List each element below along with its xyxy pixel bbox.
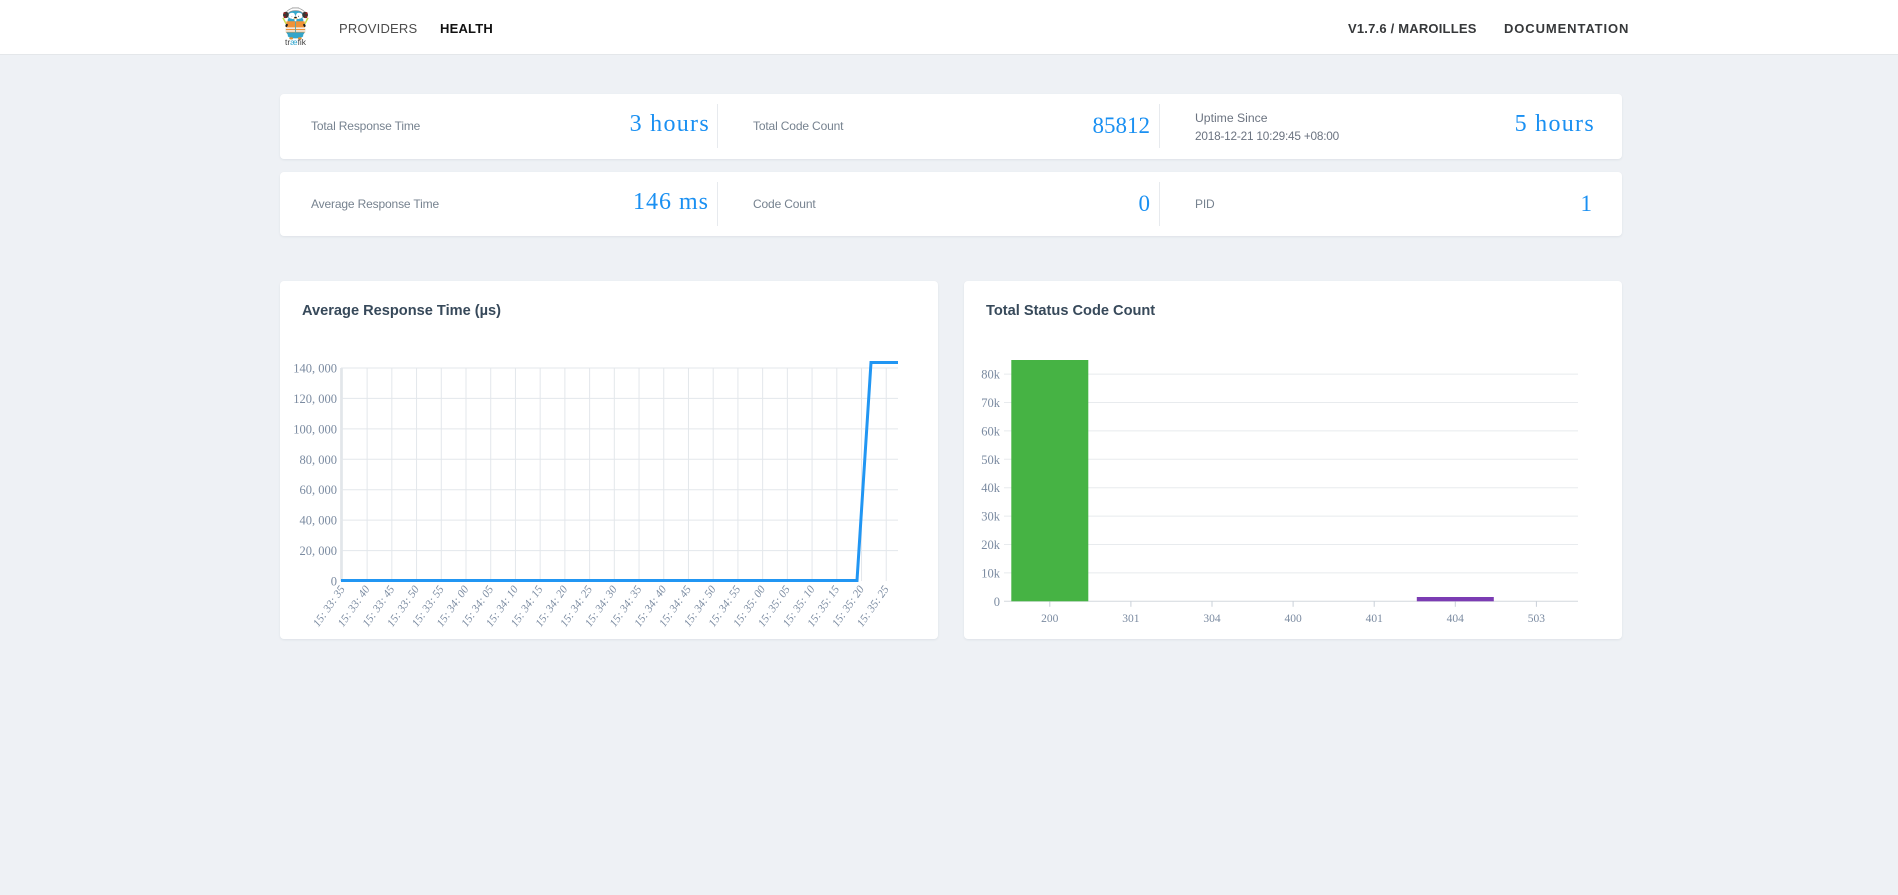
svg-text:træfik: træfik — [285, 37, 307, 47]
svg-text:20k: 20k — [981, 538, 1001, 552]
svg-text:120, 000: 120, 000 — [293, 392, 337, 406]
svg-text:70k: 70k — [981, 396, 1001, 410]
svg-text:80, 000: 80, 000 — [300, 453, 338, 467]
svg-text:301: 301 — [1122, 613, 1140, 625]
svg-text:60k: 60k — [981, 424, 1001, 438]
svg-text:30k: 30k — [981, 510, 1001, 524]
svg-text:0: 0 — [994, 595, 1000, 609]
svg-text:304: 304 — [1203, 613, 1221, 625]
svg-text:60, 000: 60, 000 — [300, 483, 338, 497]
svg-text:400: 400 — [1284, 613, 1302, 625]
svg-text:10k: 10k — [981, 566, 1001, 580]
svg-text:40k: 40k — [981, 481, 1001, 495]
svg-text:140, 000: 140, 000 — [293, 361, 337, 375]
svg-text:503: 503 — [1528, 613, 1546, 625]
svg-text:401: 401 — [1366, 613, 1384, 625]
svg-text:404: 404 — [1447, 613, 1465, 625]
svg-text:80k: 80k — [981, 368, 1001, 382]
svg-text:100, 000: 100, 000 — [293, 422, 337, 436]
svg-text:0: 0 — [331, 575, 337, 589]
svg-text:40, 000: 40, 000 — [300, 514, 338, 528]
svg-text:50k: 50k — [981, 453, 1001, 467]
svg-text:200: 200 — [1041, 613, 1059, 625]
svg-text:20, 000: 20, 000 — [300, 544, 338, 558]
